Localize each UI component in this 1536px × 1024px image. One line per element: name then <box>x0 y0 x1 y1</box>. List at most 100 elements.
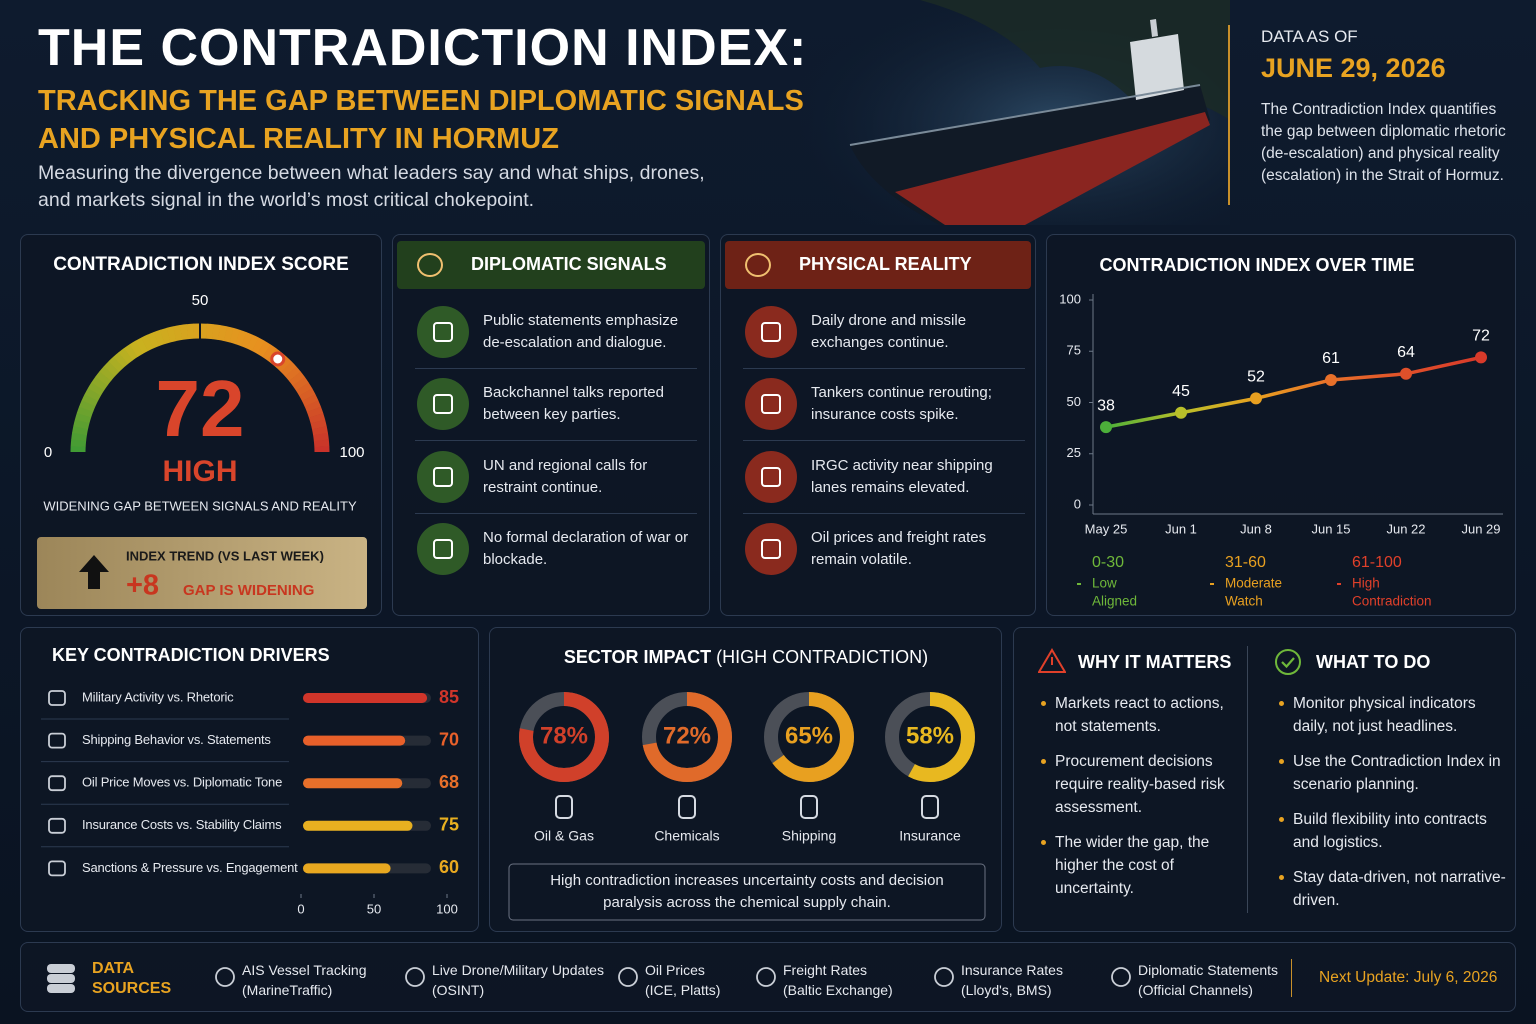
item-icon <box>745 378 797 431</box>
band-description: Contradiction <box>1352 594 1432 609</box>
icon-shape <box>934 967 954 987</box>
value-label: 68 <box>439 772 459 792</box>
gauge-arc <box>103 361 120 377</box>
item-text: Public statements emphasize de-escalatio… <box>483 312 679 351</box>
sector-name: Oil & Gas <box>534 828 594 844</box>
value-label: 72 <box>1472 328 1490 345</box>
gauge-arc <box>246 334 260 352</box>
y-tick-label: 50 <box>1067 394 1081 409</box>
chart-title: SECTOR IMPACT (HIGH CONTRADICTION) <box>564 647 928 667</box>
gauge-arc <box>70 439 87 448</box>
gauge-arc <box>118 348 133 365</box>
gauge-tick-label: 50 <box>192 292 209 309</box>
band-description: Watch <box>1225 594 1263 609</box>
donut-arc <box>642 692 732 782</box>
gauge-arc <box>153 329 165 347</box>
item: Build flexibility into contracts and log… <box>1279 808 1507 854</box>
gauge-arc <box>76 406 94 418</box>
row-separator <box>415 368 697 369</box>
chart-svg: SECTOR IMPACT (HIGH CONTRADICTION) 78% Oil … <box>508 647 986 921</box>
sector-name: Insurance <box>899 828 961 844</box>
trend-note: GAP IS WIDENING <box>183 582 314 599</box>
date: JUNE 29, 2026 <box>1261 53 1446 83</box>
source-detail: (Baltic Exchange) <box>783 982 893 998</box>
line <box>1105 355 1482 429</box>
source-name: Diplomatic Statements <box>1138 962 1279 978</box>
donut-label: 65% <box>785 722 833 749</box>
source-icon <box>618 967 638 987</box>
glyph <box>433 538 453 559</box>
chart-svg: KEY CONTRADICTION DRIVERS Military Activi… <box>41 645 459 916</box>
item-text: IRGC activity near shipping lanes remain… <box>811 456 993 496</box>
sector-icon <box>678 795 696 819</box>
source-name: AIS Vessel Tracking <box>242 962 367 978</box>
x-tick-label: 0 <box>297 901 304 916</box>
mast <box>1150 19 1158 37</box>
why-panel: WHY IT MATTERS Markets react to actions, … <box>1013 627 1516 932</box>
subtitle: TRACKING THE GAP BETWEEN DIPLOMATIC SIGN… <box>38 85 804 155</box>
gauge-caption: WIDENING GAP BETWEEN SIGNALS AND REALITY <box>43 498 357 513</box>
gauge-tick-label: 100 <box>339 444 364 461</box>
icon-shape <box>1111 967 1131 987</box>
trend-arrow <box>79 555 109 589</box>
next-update: Next Update: July 6, 2026 <box>1319 969 1498 986</box>
driver-label: Sanctions & Pressure vs. Engagement <box>82 860 298 875</box>
x-tick-label: Jun 8 <box>1240 521 1272 536</box>
item-text: Daily drone and missile exchanges contin… <box>811 312 967 351</box>
source-name: Freight Rates <box>783 962 868 978</box>
description: Measuring the divergence between what le… <box>38 162 705 211</box>
donut-label: 58% <box>906 722 954 749</box>
donut-label: 78% <box>540 722 588 749</box>
divider <box>1291 959 1292 997</box>
value-label: 52 <box>1247 369 1265 386</box>
gauge-arc <box>81 393 99 407</box>
gauge-arc <box>173 325 183 342</box>
point <box>1100 421 1112 434</box>
gauge-arc <box>211 324 221 340</box>
gauge-arc <box>313 439 330 448</box>
gauge-arc <box>73 419 90 430</box>
item-text: Tankers continue rerouting; insurance co… <box>811 384 992 424</box>
chart-title: CONTRADICTION INDEX OVER TIME <box>1099 255 1414 275</box>
item-icon <box>417 378 469 431</box>
driver-label: Shipping Behavior vs. Statements <box>82 732 271 747</box>
x-tick-label: 100 <box>436 901 458 916</box>
driver-icon <box>48 690 66 706</box>
item-icon <box>417 450 469 503</box>
source-detail: (OSINT) <box>432 982 485 998</box>
gauge-arc <box>257 340 271 358</box>
title: THE CONTRADICTION INDEX: <box>38 19 808 77</box>
bar <box>303 735 406 746</box>
y-tick-label: 25 <box>1067 445 1081 460</box>
gauge-arc <box>113 352 129 368</box>
section-title: WHY IT MATTERS <box>1078 652 1232 672</box>
trend-box <box>37 537 367 609</box>
bullet <box>1279 875 1284 880</box>
donut-arc <box>764 692 854 782</box>
band-range: 61-100 <box>1352 554 1402 571</box>
item-list: Monitor physical indicators daily, not j… <box>1279 692 1507 912</box>
check <box>1281 657 1295 669</box>
bullet <box>1041 701 1046 706</box>
item-text: Build flexibility into contracts and log… <box>1293 811 1487 851</box>
point <box>1250 392 1262 405</box>
value-label: 45 <box>1172 383 1190 400</box>
header-icon <box>745 253 771 277</box>
gauge-arc <box>299 388 316 402</box>
note-box <box>508 863 986 921</box>
row-separator <box>743 512 1025 514</box>
gauge-status: HIGH <box>163 455 238 488</box>
source-icon <box>1111 967 1131 987</box>
glyph <box>761 394 781 415</box>
item-text: Markets react to actions, not statements… <box>1055 695 1224 735</box>
gauge-arc <box>141 334 154 351</box>
item-text: UN and regional calls for restraint cont… <box>483 456 648 496</box>
gauge-arc <box>129 340 144 357</box>
gauge-arc <box>306 406 324 418</box>
row-separator <box>743 440 1025 442</box>
source-icon <box>215 967 235 987</box>
section-title: WHAT TO DO <box>1316 652 1431 672</box>
gauge-arc <box>159 327 171 345</box>
gauge-arc <box>123 344 138 361</box>
